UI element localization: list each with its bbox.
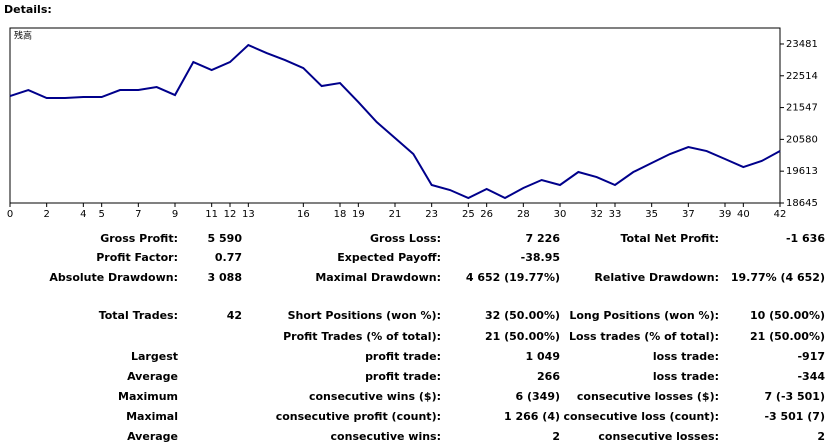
x-tick-label: 2 (43, 209, 49, 220)
field-value: 5 590 (208, 232, 243, 245)
field-label: Loss trades (% of total): (569, 330, 719, 343)
field-value: 7 (-3 501) (764, 390, 825, 403)
field-label: consecutive profit (count): (276, 410, 441, 423)
field-label: Average (127, 430, 178, 443)
field-value: 1 266 (4) (504, 410, 560, 423)
field-label: Profit Trades (% of total): (283, 330, 441, 343)
x-tick-label: 13 (242, 209, 255, 220)
x-tick-label: 39 (719, 209, 732, 220)
x-tick-label: 19 (352, 209, 365, 220)
field-label: consecutive wins ($): (309, 390, 441, 403)
x-tick-label: 40 (737, 209, 750, 220)
field-value: 7 226 (526, 232, 561, 245)
x-tick-label: 32 (590, 209, 603, 220)
field-label: Short Positions (won %): (288, 309, 441, 322)
y-tick-label: 22514 (786, 71, 818, 82)
y-tick-label: 18645 (786, 198, 818, 209)
field-value: -3 501 (7) (764, 410, 825, 423)
field-label: Total Net Profit: (621, 232, 720, 245)
field-label: Maximum (118, 390, 178, 403)
field-value: -38.95 (521, 251, 560, 264)
field-value: 6 (349) (516, 390, 561, 403)
x-tick-label: 33 (609, 209, 622, 220)
field-value: 3 088 (208, 271, 242, 284)
field-label: consecutive losses ($): (577, 390, 719, 403)
x-tick-label: 4 (80, 209, 86, 220)
x-tick-label: 30 (554, 209, 567, 220)
x-tick-label: 35 (645, 209, 658, 220)
field-label: Expected Payoff: (337, 251, 441, 264)
field-label: loss trade: (653, 370, 719, 383)
x-tick-label: 9 (172, 209, 178, 220)
field-label: Largest (131, 350, 178, 363)
field-label: Maximal Drawdown: (315, 271, 441, 284)
section-title: Details: (4, 3, 52, 16)
field-value: 32 (50.00%) (485, 309, 560, 322)
y-tick-label: 19613 (786, 166, 818, 177)
field-value: 266 (537, 370, 560, 383)
x-tick-label: 28 (517, 209, 530, 220)
field-label: Average (127, 370, 178, 383)
field-label: Gross Profit: (100, 232, 178, 245)
field-label: Relative Drawdown: (594, 271, 719, 284)
field-value: -1 636 (786, 232, 825, 245)
field-label: profit trade: (365, 370, 441, 383)
field-label: loss trade: (653, 350, 719, 363)
field-value: 0.77 (215, 251, 242, 264)
field-value: 42 (227, 309, 242, 322)
x-tick-label: 16 (297, 209, 310, 220)
x-tick-label: 37 (682, 209, 695, 220)
chart-label: 残高 (14, 30, 32, 42)
field-label: Long Positions (won %): (569, 309, 719, 322)
field-value: 1 049 (526, 350, 560, 363)
field-value: -917 (797, 350, 825, 363)
x-tick-label: 26 (480, 209, 493, 220)
field-label: Maximal (126, 410, 178, 423)
field-value: 10 (50.00%) (750, 309, 825, 322)
field-label: Profit Factor: (96, 251, 178, 264)
x-tick-label: 23 (425, 209, 438, 220)
field-value: 4 652 (19.77%) (466, 271, 560, 284)
field-label: consecutive wins: (331, 430, 441, 443)
x-tick-label: 11 (205, 209, 218, 220)
field-value: 21 (50.00%) (485, 330, 560, 343)
field-value: -344 (797, 370, 825, 383)
x-tick-label: 5 (98, 209, 104, 220)
field-value: 2 (817, 430, 825, 443)
x-tick-label: 25 (462, 209, 475, 220)
field-label: Gross Loss: (370, 232, 441, 245)
y-tick-label: 20580 (786, 134, 818, 145)
x-tick-label: 0 (7, 209, 13, 220)
x-tick-label: 7 (135, 209, 141, 220)
balance-line (9, 43, 781, 200)
field-label: Total Trades: (99, 309, 178, 322)
y-tick-label: 21547 (786, 103, 818, 114)
x-tick-label: 21 (389, 209, 402, 220)
field-label: consecutive loss (count): (564, 410, 719, 423)
field-value: 19.77% (4 652) (731, 271, 825, 284)
field-label: Absolute Drawdown: (49, 271, 178, 284)
x-tick-label: 12 (224, 209, 237, 220)
field-label: consecutive losses: (598, 430, 719, 443)
field-value: 21 (50.00%) (750, 330, 825, 343)
x-tick-label: 42 (774, 209, 787, 220)
field-value: 2 (552, 430, 560, 443)
chart-frame (9, 27, 781, 204)
y-tick-label: 23481 (786, 39, 818, 50)
x-tick-label: 18 (334, 209, 347, 220)
field-label: profit trade: (365, 350, 441, 363)
